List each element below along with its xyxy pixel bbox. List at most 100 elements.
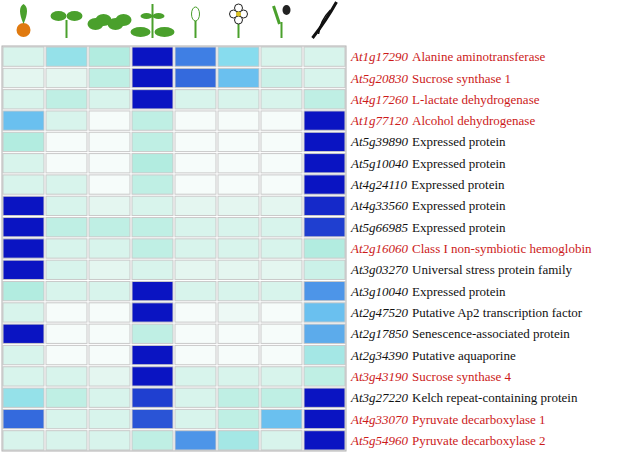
heatmap-cell — [3, 47, 44, 66]
gene-id: At5g10040 — [350, 156, 409, 171]
gene-description: Pyruvate decarboxylase 2 — [412, 433, 546, 448]
heatmap-cell — [175, 345, 216, 364]
heatmap-cell — [218, 111, 259, 130]
heatmap-cell — [3, 281, 44, 300]
gene-id: At5g54960 — [350, 433, 409, 448]
heatmap-cell — [218, 431, 259, 450]
heatmap-cell — [304, 111, 345, 130]
icon-part — [281, 22, 283, 38]
heatmap-cell — [304, 388, 345, 407]
heatmap-cell — [218, 218, 259, 237]
heatmap-cell — [3, 431, 44, 450]
heatmap-cell — [89, 345, 130, 364]
gene-description: Expressed protein — [412, 198, 506, 213]
heatmap-cell — [3, 388, 44, 407]
heatmap-cell — [3, 111, 44, 130]
icon-part — [274, 6, 280, 24]
heatmap-cell — [132, 154, 173, 173]
heatmap-cell — [304, 132, 345, 151]
gene-description: Putative Ap2 transcription factor — [412, 305, 583, 320]
heatmap-cell — [175, 68, 216, 87]
heatmap-cell — [175, 367, 216, 386]
heatmap-cell — [89, 111, 130, 130]
gene-id: At1g77120 — [350, 113, 409, 128]
heatmap-cell — [3, 154, 44, 173]
chart: At1g17290Alanine aminotransferaseAt5g208… — [0, 0, 640, 453]
tissue-icon — [313, 2, 337, 38]
heatmap-cell — [132, 345, 173, 364]
heatmap-cell — [175, 47, 216, 66]
heatmap-cell — [132, 409, 173, 428]
heatmap-cell — [304, 90, 345, 109]
heatmap-cell — [218, 324, 259, 343]
heatmap-cell — [132, 175, 173, 194]
heatmap-cell — [175, 90, 216, 109]
heatmap-cell — [89, 47, 130, 66]
heatmap-cell — [3, 345, 44, 364]
cells — [3, 47, 345, 450]
gene-description: L-lactate dehydrogenase — [412, 92, 540, 107]
heatmap-cell — [46, 47, 87, 66]
gene-description: Class I non-symbiotic hemoglobin — [412, 241, 592, 256]
icon-part — [66, 20, 68, 38]
heatmap-cell — [261, 345, 302, 364]
heatmap-cell — [175, 409, 216, 428]
gene-id: At3g27220 — [350, 390, 409, 405]
heatmap-cell — [3, 175, 44, 194]
heatmap-cell — [175, 303, 216, 322]
gene-id: At4g33070 — [350, 412, 409, 427]
heatmap-cell — [218, 196, 259, 215]
heatmap-cell — [304, 367, 345, 386]
heatmap-cell — [175, 431, 216, 450]
tissue-icon — [274, 5, 291, 38]
column-icons — [17, 2, 337, 38]
row-label: At5g54960Pyruvate decarboxylase 2 — [350, 433, 546, 448]
icon-part — [116, 14, 132, 26]
heatmap-cell — [218, 388, 259, 407]
heatmap-cell — [46, 431, 87, 450]
icon-part — [319, 10, 331, 34]
heatmap-cell — [261, 47, 302, 66]
gene-description: Alcohol dehydrogenase — [412, 113, 535, 128]
gene-id: At3g03270 — [350, 262, 409, 277]
heatmap-cell — [132, 47, 173, 66]
heatmap-cell — [175, 154, 216, 173]
heatmap-cell — [261, 388, 302, 407]
heatmap-cell — [132, 324, 173, 343]
gene-description: Expressed protein — [412, 156, 506, 171]
icon-part — [51, 11, 67, 21]
heatmap-cell — [46, 196, 87, 215]
heatmap-cell — [3, 196, 44, 215]
row-labels: At1g17290Alanine aminotransferaseAt5g208… — [350, 49, 592, 448]
heatmap-cell — [218, 132, 259, 151]
row-label: At3g43190Sucrose synthase 4 — [350, 369, 511, 384]
heatmap-cell — [89, 260, 130, 279]
heatmap-cell — [175, 388, 216, 407]
heatmap-cell — [3, 324, 44, 343]
heatmap-cell — [89, 218, 130, 237]
gene-id: At3g43190 — [350, 369, 409, 384]
gene-description: Senescence-associated protein — [412, 326, 570, 341]
heatmap-cell — [132, 132, 173, 151]
heatmap-cell — [218, 175, 259, 194]
heatmap-cell — [261, 260, 302, 279]
tissue-icon — [17, 4, 31, 37]
row-label: At4g33070Pyruvate decarboxylase 1 — [350, 412, 546, 427]
icon-part — [152, 4, 154, 38]
gene-description: Expressed protein — [412, 220, 506, 235]
row-label: At2g47520Putative Ap2 transcription fact… — [350, 305, 583, 320]
heatmap-cell — [3, 303, 44, 322]
heatmap-cell — [46, 90, 87, 109]
tissue-icon — [230, 4, 248, 38]
heatmap-cell — [175, 281, 216, 300]
heatmap-cell — [46, 345, 87, 364]
heatmap-cell — [218, 367, 259, 386]
heatmap-cell — [89, 303, 130, 322]
heatmap-cell — [261, 175, 302, 194]
heatmap-cell — [89, 68, 130, 87]
gene-id: At2g16060 — [350, 241, 409, 256]
gene-id: At2g17850 — [350, 326, 409, 341]
icon-part — [153, 13, 165, 19]
heatmap-cell — [218, 90, 259, 109]
heatmap-cell — [218, 345, 259, 364]
